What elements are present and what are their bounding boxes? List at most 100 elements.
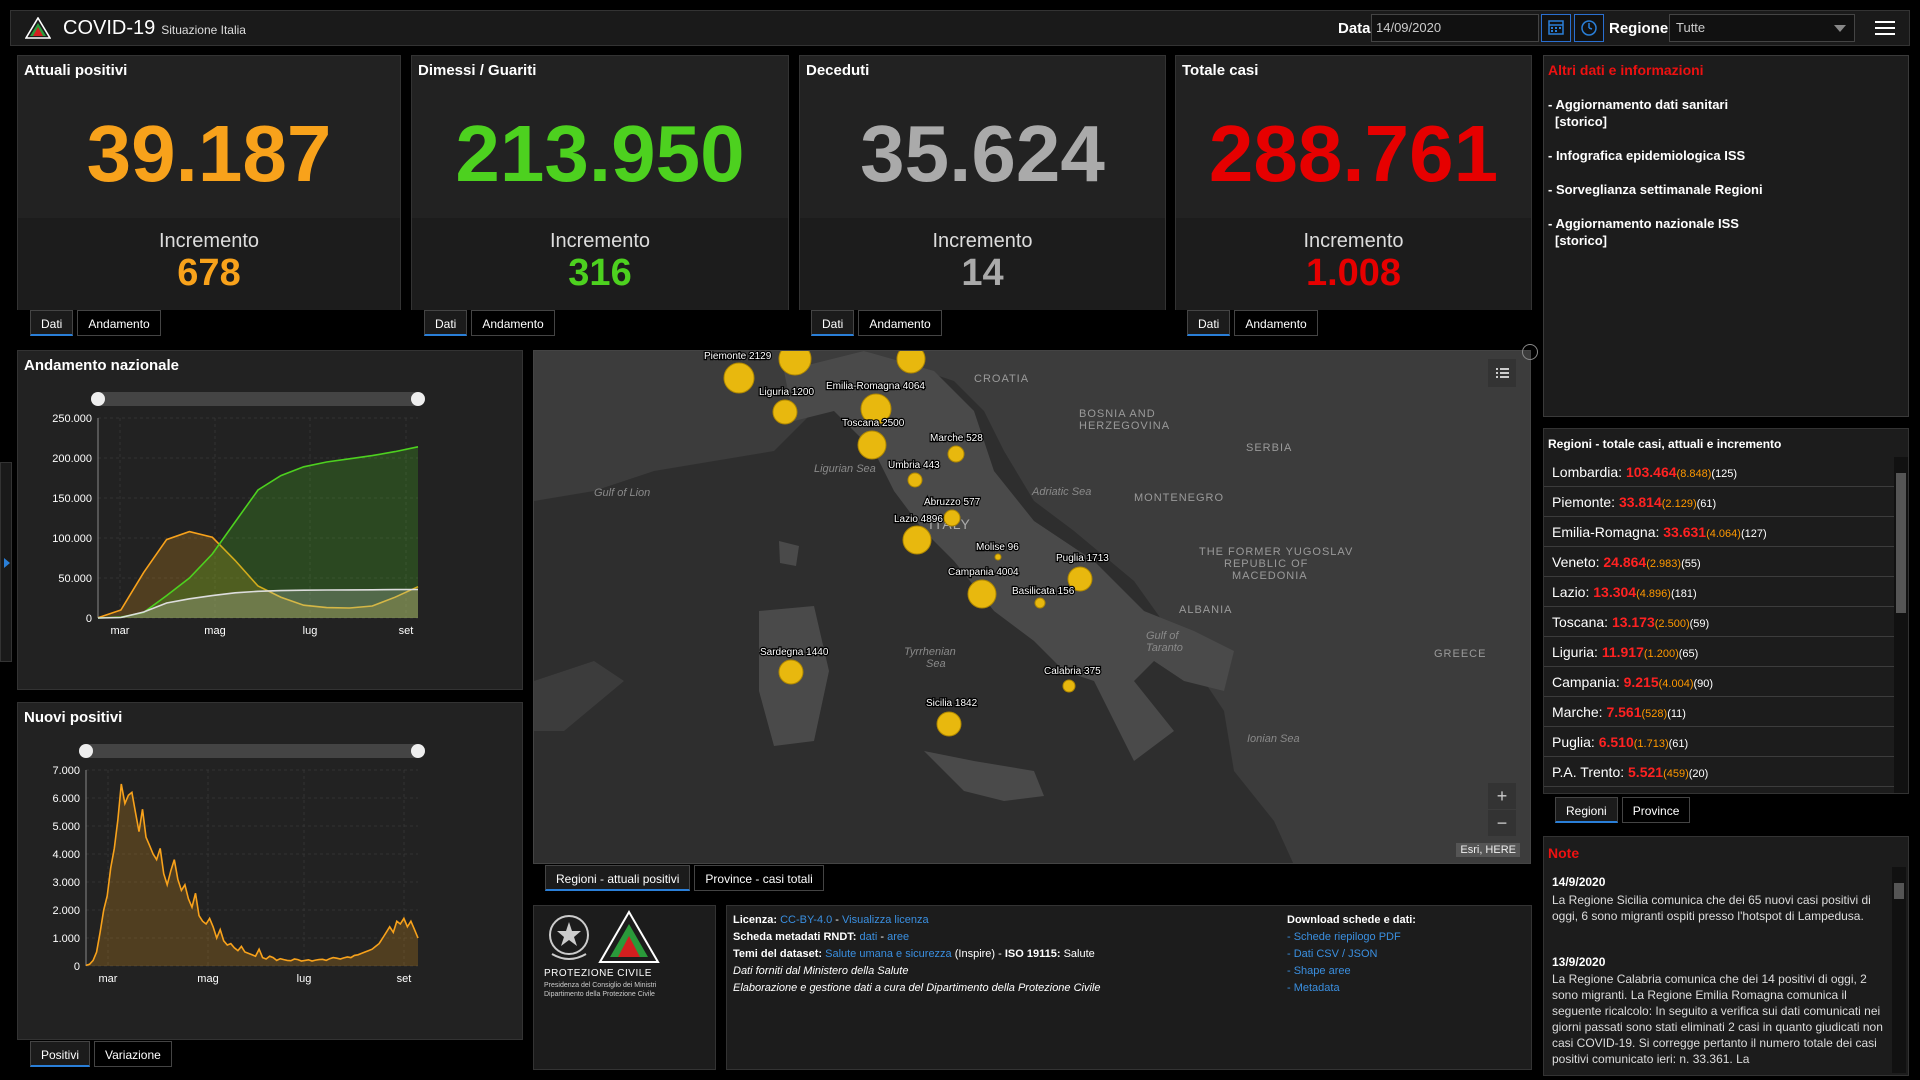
link-metadati-aree[interactable]: aree (887, 931, 910, 943)
map-legend-button[interactable] (1488, 359, 1516, 387)
region-row[interactable]: Veneto: 24.864(2.983)(55) (1544, 547, 1894, 577)
region-row[interactable]: Liguria: 11.917(1.200)(65) (1544, 637, 1894, 667)
range-slider-track[interactable] (98, 392, 418, 406)
link-licenza[interactable]: CC-BY-4.0 (780, 914, 833, 926)
expand-icon[interactable] (1522, 344, 1538, 360)
tab-andamento[interactable]: Andamento (1234, 310, 1318, 336)
region-increment: (90) (1693, 678, 1714, 690)
map-bubble[interactable] (994, 553, 1002, 561)
link-shape-aree[interactable]: - Shape aree (1287, 965, 1351, 977)
app-subtitle: Situazione Italia (161, 23, 246, 37)
calendar-button[interactable] (1541, 14, 1571, 42)
zoom-in-button[interactable]: + (1488, 783, 1516, 809)
clock-button[interactable] (1574, 14, 1604, 42)
y-tick-label: 200.000 (52, 453, 92, 465)
link-visualizza-licenza[interactable]: Visualizza licenza (842, 914, 929, 926)
map-bubble[interactable] (1062, 679, 1076, 693)
region-row[interactable]: P.A. Trento: 5.521(459)(20) (1544, 757, 1894, 787)
y-tick-label: 1.000 (52, 933, 80, 945)
range-slider-handle[interactable] (91, 392, 105, 406)
map-bubble[interactable] (936, 711, 962, 737)
map-bubble[interactable] (860, 393, 892, 425)
map-bubble[interactable] (943, 509, 961, 527)
link-aggiornamento-dati[interactable]: - Aggiornamento dati sanitari (1548, 97, 1729, 112)
x-tick-label: mag (197, 973, 218, 985)
region-row[interactable]: Piemonte: 33.814(2.129)(61) (1544, 487, 1894, 517)
tab-andamento[interactable]: Andamento (858, 310, 942, 336)
map-view[interactable]: CROATIA BOSNIA AND HERZEGOVINA SERBIA MO… (533, 350, 1531, 864)
range-slider-handle[interactable] (411, 392, 425, 406)
map-bubble[interactable] (896, 351, 926, 374)
tab-andamento[interactable]: Andamento (77, 310, 161, 336)
tab-province[interactable]: Province (1621, 797, 1691, 823)
map-bubble[interactable] (778, 659, 804, 685)
region-active: (528) (1641, 708, 1668, 720)
sidebar-toggle[interactable] (0, 462, 12, 662)
date-input[interactable]: 14/09/2020 (1371, 14, 1539, 42)
region-row[interactable]: Emilia-Romagna: 33.631(4.064)(127) (1544, 517, 1894, 547)
region-select[interactable]: Tutte (1669, 14, 1855, 42)
region-row[interactable]: Lombardia: 103.464(8.848)(125) (1544, 457, 1894, 487)
map-bubble[interactable] (857, 430, 887, 460)
tab-variazione[interactable]: Variazione (94, 1041, 172, 1067)
tab-andamento[interactable]: Andamento (471, 310, 555, 336)
region-row[interactable]: Toscana: 13.173(2.500)(59) (1544, 607, 1894, 637)
region-total: 13.173 (1611, 614, 1655, 630)
protezione-civile-logo-icon (598, 910, 660, 963)
tab-regioni-attuali[interactable]: Regioni - attuali positivi (545, 865, 691, 891)
map-bubble[interactable] (1067, 566, 1093, 592)
map-bubble[interactable] (902, 525, 932, 555)
link-sorveglianza[interactable]: - Sorveglianza settimanale Regioni (1548, 182, 1763, 197)
map-bubble[interactable] (947, 445, 965, 463)
link-dati-csv[interactable]: - Dati CSV / JSON (1287, 948, 1378, 960)
range-slider-track[interactable] (86, 744, 418, 758)
link-aggiornamento-iss[interactable]: - Aggiornamento nazionale ISS (1548, 216, 1739, 231)
region-row[interactable]: Campania: 9.215(4.004)(90) (1544, 667, 1894, 697)
range-slider-handle[interactable] (411, 744, 425, 758)
y-tick-label: 250.000 (52, 413, 92, 425)
map-bubble[interactable] (907, 472, 923, 488)
link-temi[interactable]: Salute umana e sicurezza (825, 948, 952, 960)
tab-dati[interactable]: Dati (1187, 310, 1231, 336)
series-line[interactable] (97, 588, 419, 619)
range-slider-handle[interactable] (79, 744, 93, 758)
info-panel (1543, 55, 1909, 417)
region-list-panel: Regioni - totale casi, attuali e increme… (1543, 428, 1909, 794)
region-row[interactable]: Lazio: 13.304(4.896)(181) (1544, 577, 1894, 607)
tab-regioni[interactable]: Regioni (1555, 797, 1618, 823)
tab-dati[interactable]: Dati (30, 310, 74, 336)
link-metadata[interactable]: - Metadata (1287, 982, 1340, 994)
region-list-scrollbar[interactable] (1894, 457, 1908, 793)
chevron-right-icon (4, 558, 10, 568)
link-infografica-iss[interactable]: - Infografica epidemiologica ISS (1548, 148, 1746, 163)
tab-dati[interactable]: Dati (424, 310, 468, 336)
region-increment: (55) (1681, 558, 1701, 570)
series-line[interactable] (85, 783, 419, 967)
series-line[interactable] (97, 446, 419, 619)
map-bubble[interactable] (778, 351, 812, 376)
notes-scrollbar[interactable] (1892, 867, 1906, 1073)
zoom-out-button[interactable]: − (1488, 810, 1516, 836)
region-total: 33.631 (1663, 524, 1707, 540)
series-line[interactable] (97, 530, 419, 619)
tab-province-casi[interactable]: Province - casi totali (694, 865, 824, 891)
region-row[interactable]: Marche: 7.561(528)(11) (1544, 697, 1894, 727)
link-metadati-dati[interactable]: dati (859, 931, 878, 943)
tab-positivi[interactable]: Positivi (30, 1041, 91, 1067)
map-bubble[interactable] (967, 579, 997, 609)
menu-button[interactable] (1873, 17, 1897, 41)
x-tick-label: mar (99, 973, 118, 985)
link-storico[interactable]: [storico] (1555, 114, 1607, 129)
tab-dati[interactable]: Dati (811, 310, 855, 336)
protezione-civile-logo-icon (25, 17, 51, 39)
link-schede-pdf[interactable]: - Schede riepilogo PDF (1287, 931, 1401, 943)
map-bubble[interactable] (772, 399, 798, 425)
card-inc-label: Incremento (1303, 230, 1404, 252)
map-label-macedonia: MACEDONIA (1232, 570, 1308, 582)
map-bubble[interactable] (723, 362, 755, 394)
link-storico-iss[interactable]: [storico] (1555, 233, 1607, 248)
map-label-taranto: Gulf of (1146, 630, 1179, 642)
region-row[interactable]: Puglia: 6.510(1.713)(61) (1544, 727, 1894, 757)
map-bubble[interactable] (1034, 597, 1046, 609)
map-tabs: Regioni - attuali positivi Province - ca… (545, 865, 824, 891)
